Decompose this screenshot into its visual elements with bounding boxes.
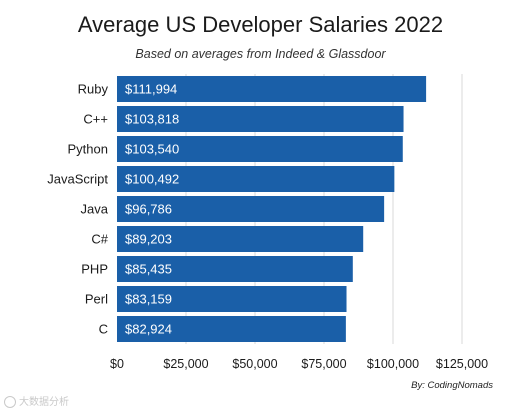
value-label: $85,435: [125, 262, 172, 277]
chart-title: Average US Developer Salaries 2022: [77, 12, 444, 37]
category-label: JavaScript: [47, 172, 108, 187]
bar: [117, 226, 364, 252]
bar: [117, 256, 353, 282]
labels: $0 $25,000 $50,000 $75,000 $100,000 $125,000 R…: [47, 82, 488, 372]
x-tick-label: $50,000: [232, 357, 277, 371]
category-label: C: [99, 322, 108, 337]
x-tick-label: $100,000: [367, 357, 419, 371]
bar: [117, 136, 403, 162]
category-label: Python: [68, 142, 108, 157]
chart-credit: By: CodingNomads: [411, 380, 493, 391]
bar: [117, 316, 346, 342]
value-label: $103,540: [125, 142, 179, 157]
category-label: C++: [83, 112, 108, 127]
bar: [117, 196, 385, 222]
value-label: $82,924: [125, 322, 172, 337]
watermark-icon: [4, 396, 16, 409]
value-label: $103,818: [125, 112, 179, 127]
value-label: $83,159: [125, 292, 172, 307]
watermark-text: 大数据分析: [19, 397, 69, 408]
x-tick-label: $25,000: [163, 357, 208, 371]
category-label: Ruby: [78, 82, 109, 97]
value-label: $111,994: [125, 82, 177, 97]
bars: [117, 76, 427, 342]
category-label: Java: [81, 202, 109, 217]
category-label: C#: [91, 232, 108, 247]
bar: [117, 106, 404, 132]
value-label: $96,786: [125, 202, 172, 217]
x-tick-label: $0: [110, 357, 124, 371]
x-tick-label: $75,000: [301, 357, 346, 371]
watermark: 大数据分析: [4, 393, 69, 409]
x-tick-label: $125,000: [436, 357, 488, 371]
category-label: Perl: [85, 292, 108, 307]
bar: [117, 286, 347, 312]
bar: [117, 166, 395, 192]
value-label: $89,203: [125, 232, 172, 247]
chart-subtitle: Based on averages from Indeed & Glassdoo…: [135, 47, 386, 61]
bar: [117, 76, 427, 102]
value-label: $100,492: [125, 172, 179, 187]
category-label: PHP: [81, 262, 108, 277]
